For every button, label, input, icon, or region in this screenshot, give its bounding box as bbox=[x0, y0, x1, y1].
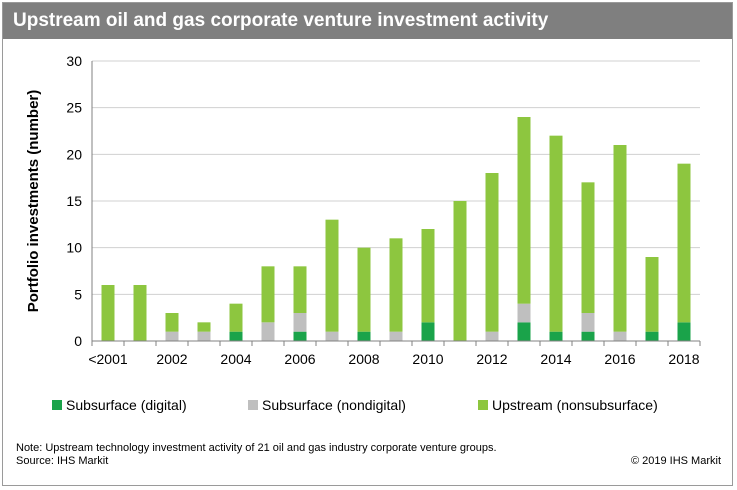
bar-segment bbox=[517, 117, 531, 304]
y-tick-label: 0 bbox=[74, 333, 82, 349]
bar-segment bbox=[421, 229, 435, 323]
bar-segment bbox=[357, 331, 371, 341]
x-tick-label: 2004 bbox=[220, 351, 251, 367]
bar-segment bbox=[293, 266, 307, 313]
bar-segment bbox=[325, 331, 339, 341]
bar-segment bbox=[197, 331, 211, 341]
bar-segment bbox=[453, 201, 467, 341]
bar-segment bbox=[293, 313, 307, 332]
x-tick-label: 2008 bbox=[348, 351, 379, 367]
source-note: Source: IHS Markit bbox=[16, 455, 109, 467]
legend-label: Subsurface (digital) bbox=[66, 397, 187, 413]
y-tick-label: 10 bbox=[66, 240, 82, 256]
bar-segment bbox=[485, 331, 499, 341]
legend-label: Upstream (nonsubsurface) bbox=[492, 397, 658, 413]
y-tick-label: 30 bbox=[66, 53, 82, 69]
y-axis-label: Portfolio investments (number) bbox=[25, 90, 42, 313]
y-tick-label: 25 bbox=[66, 100, 82, 116]
legend-swatch bbox=[248, 400, 258, 410]
footnote: Note: Upstream technology investment act… bbox=[16, 442, 497, 454]
axes: 0 5 10 15 20 25 30 <2001 2002 2004 2006 2008 2010 201… bbox=[66, 53, 701, 367]
bar-segment bbox=[101, 285, 115, 341]
bar-segment bbox=[613, 145, 627, 332]
x-tick-label: 2010 bbox=[412, 351, 443, 367]
x-tick-label: 2014 bbox=[540, 351, 571, 367]
bar-segment bbox=[421, 322, 435, 341]
legend: Subsurface (digital) Subsurface (nondigit… bbox=[52, 397, 658, 413]
bar-segment bbox=[133, 285, 147, 341]
bar-segment bbox=[357, 247, 371, 332]
bar-segment bbox=[517, 322, 531, 341]
bar-segment bbox=[165, 313, 179, 332]
bar-segment bbox=[485, 173, 499, 332]
x-tick-label: <2001 bbox=[88, 351, 128, 367]
bar-segment bbox=[677, 163, 691, 323]
bar-segment bbox=[645, 257, 659, 332]
y-tick-label: 20 bbox=[66, 146, 82, 162]
y-tick-label: 5 bbox=[74, 286, 82, 302]
y-tick-label: 15 bbox=[66, 193, 82, 209]
bar-segment bbox=[325, 219, 339, 332]
bar-segment bbox=[165, 331, 179, 341]
bar-segment bbox=[389, 238, 403, 332]
bar-segment bbox=[581, 182, 595, 313]
gridlines bbox=[92, 60, 700, 295]
bar-segment bbox=[677, 322, 691, 341]
bar-segment bbox=[517, 303, 531, 323]
chart-title: Upstream oil and gas corporate venture i… bbox=[3, 3, 732, 39]
bar-segment bbox=[293, 331, 307, 341]
bar-segment bbox=[549, 331, 563, 341]
x-tick-label: 2002 bbox=[156, 351, 187, 367]
bars bbox=[101, 117, 691, 341]
legend-swatch bbox=[52, 400, 62, 410]
x-tick-label: 2016 bbox=[604, 351, 635, 367]
x-tick-label: 2006 bbox=[284, 351, 315, 367]
bar-segment bbox=[229, 303, 243, 332]
bar-segment bbox=[389, 331, 403, 341]
bar-segment bbox=[645, 331, 659, 341]
copyright-note: © 2019 IHS Markit bbox=[630, 455, 721, 467]
bar-segment bbox=[261, 266, 275, 323]
chart-frame: Upstream oil and gas corporate venture i… bbox=[2, 2, 733, 486]
bar-segment bbox=[613, 331, 627, 341]
bar-segment bbox=[197, 322, 211, 332]
legend-label: Subsurface (nondigital) bbox=[262, 397, 406, 413]
x-tick-label: 2012 bbox=[476, 351, 507, 367]
legend-swatch bbox=[478, 400, 488, 410]
bar-segment bbox=[261, 322, 275, 341]
bar-segment bbox=[581, 313, 595, 332]
bar-segment bbox=[229, 331, 243, 341]
x-tick-label: 2018 bbox=[668, 351, 699, 367]
bar-segment bbox=[581, 331, 595, 341]
bar-segment bbox=[549, 135, 563, 332]
